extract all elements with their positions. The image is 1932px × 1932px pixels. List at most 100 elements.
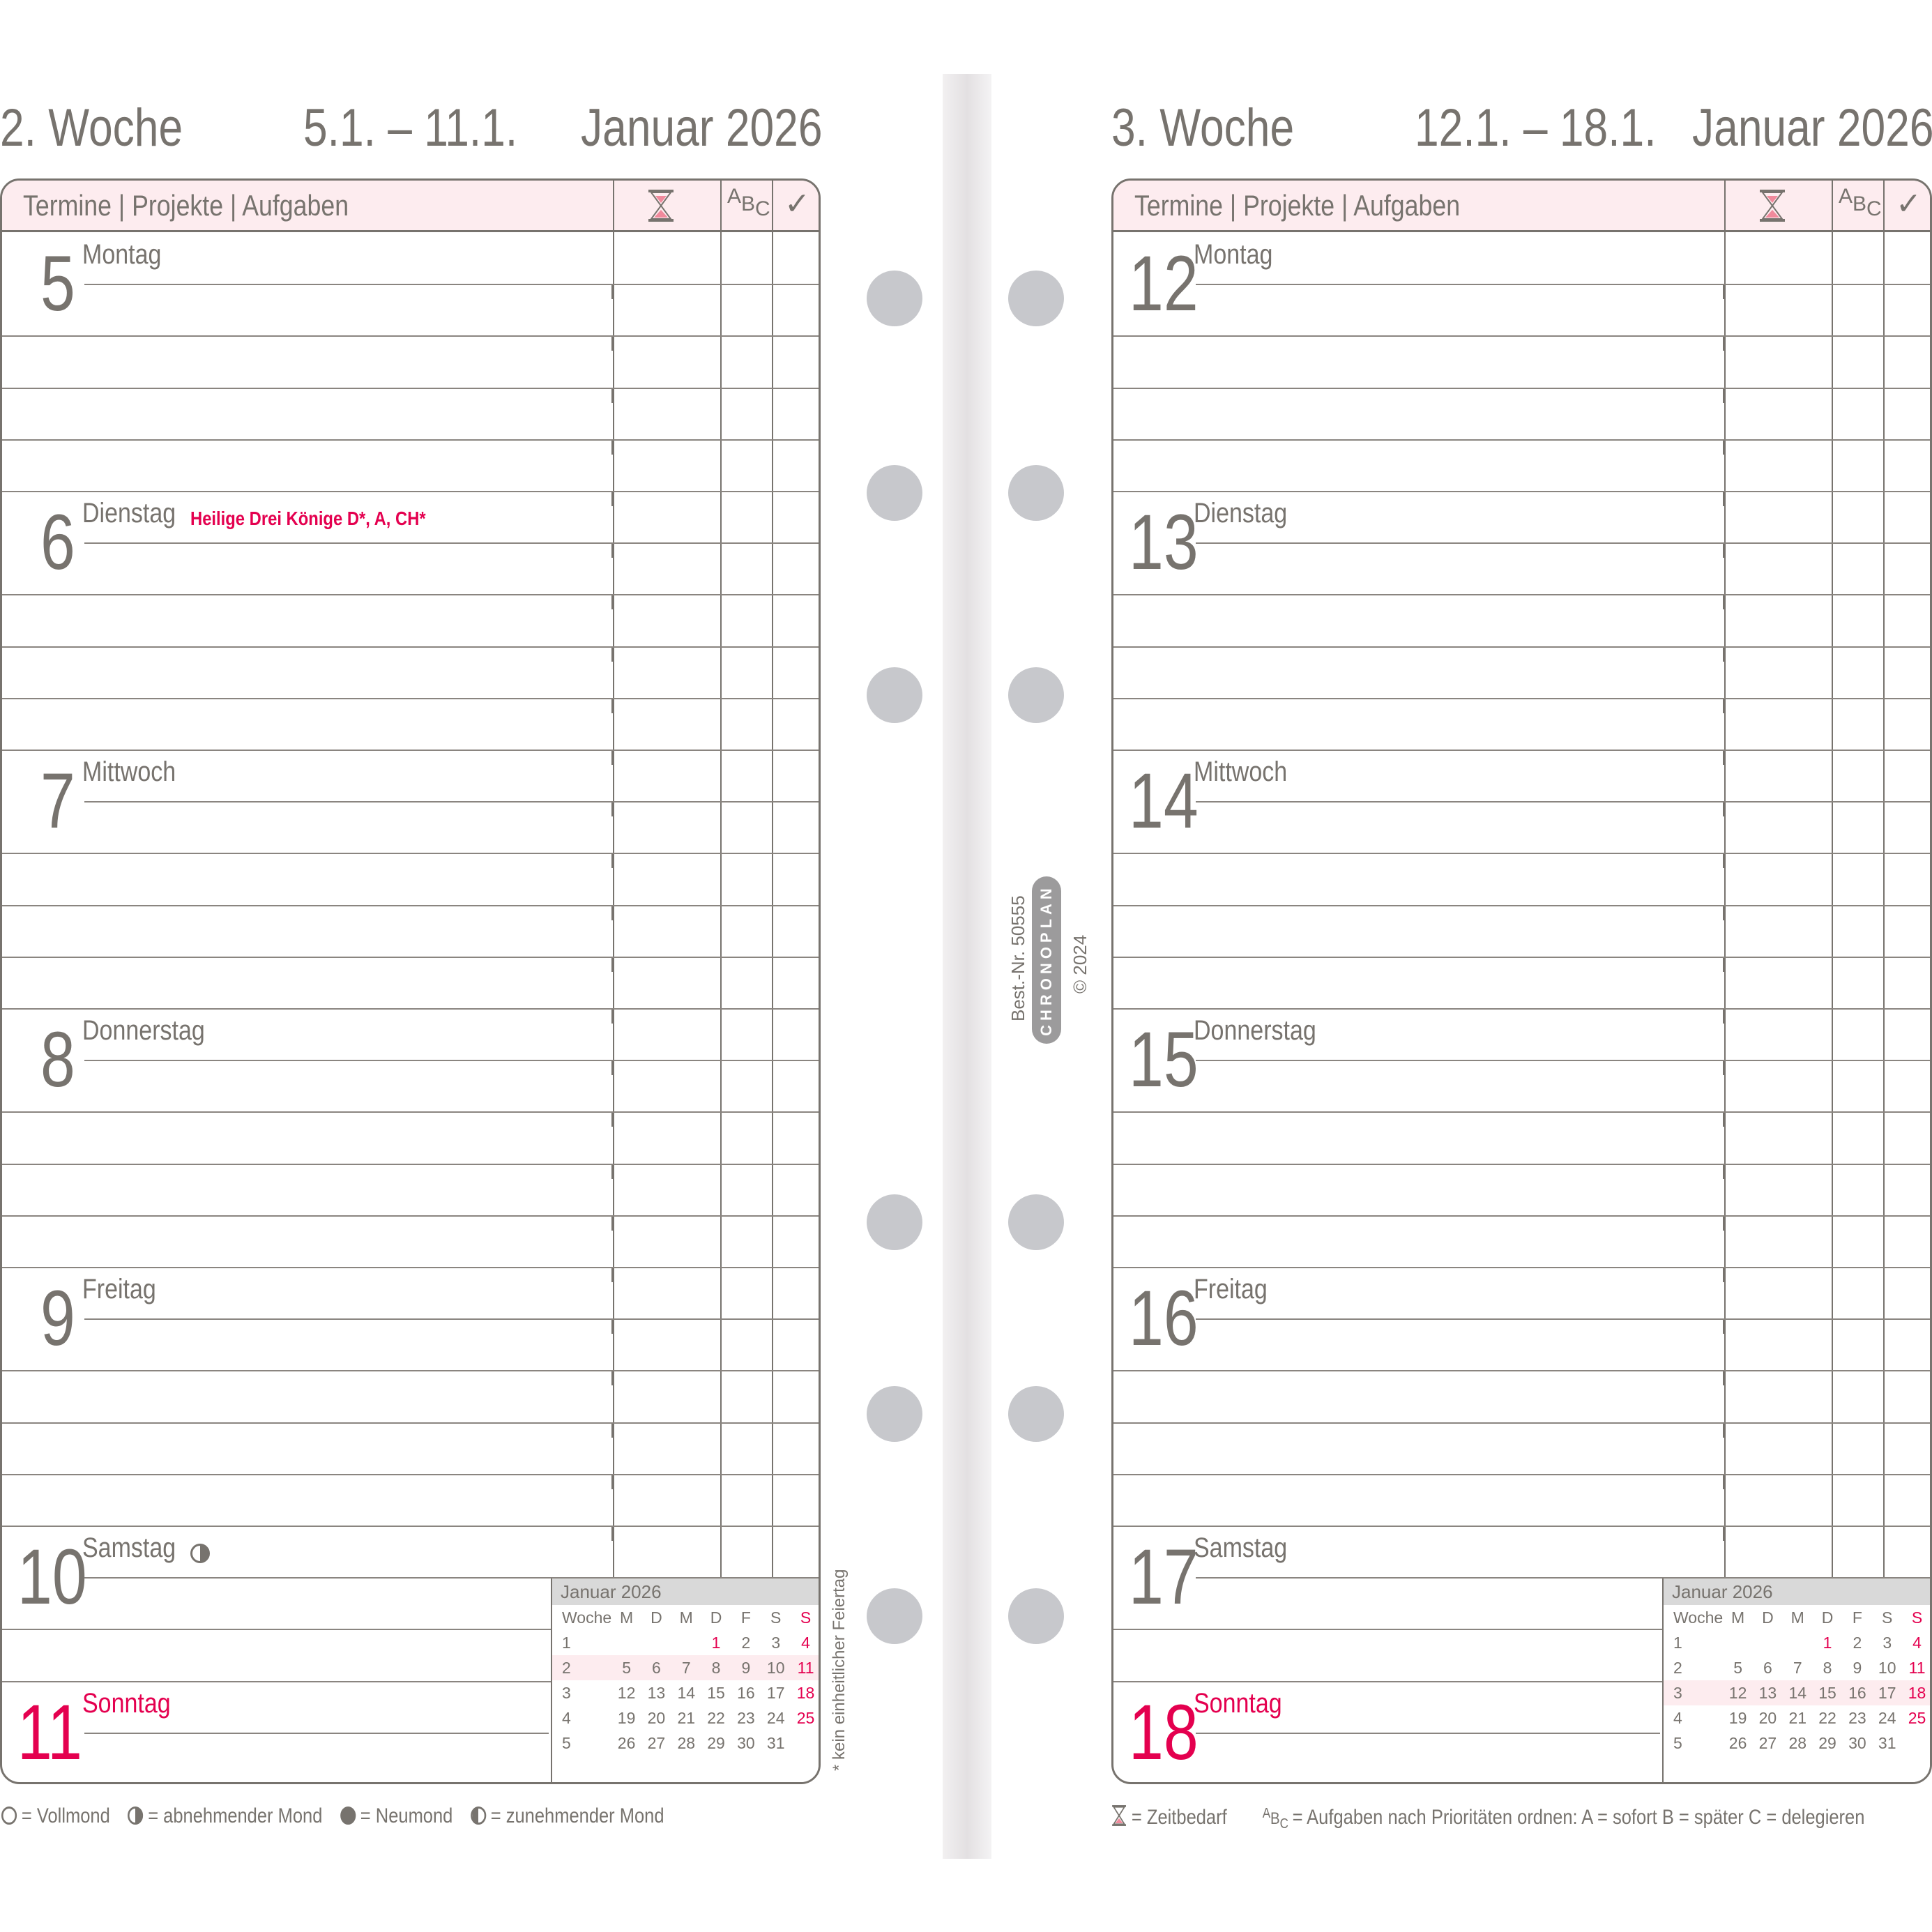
mini-calendar-head: Woche M D M D F S S: [552, 1605, 819, 1630]
time-tick: [611, 906, 613, 920]
abc-priority-icon: ABC: [727, 185, 770, 220]
punch-hole: [867, 667, 922, 723]
time-tick: [1723, 803, 1724, 817]
mini-calendar-day: 5: [1733, 1658, 1742, 1677]
ruled-line: [84, 1318, 819, 1321]
weekday-header: F: [1852, 1608, 1862, 1627]
mini-calendar-day: 6: [641, 1655, 671, 1680]
punch-hole: [867, 1386, 922, 1442]
mini-calendar-day: 21: [677, 1708, 696, 1727]
mini-calendar-day: [1723, 1630, 1753, 1655]
mini-calendar-day: 1: [1823, 1633, 1832, 1652]
ruled-line: [84, 1732, 549, 1734]
day-number: 16: [1129, 1275, 1199, 1362]
mini-calendar-head: Woche M D M D F S S: [1664, 1605, 1930, 1630]
mini-calendar-week: 1 1 2 3 4: [552, 1630, 819, 1655]
ruled-line: [1113, 904, 1930, 906]
moon-legend: = Vollmond = abnehmender Mond = Neumond = z…: [1, 1804, 664, 1828]
footnote: * kein einheitlicher Feiertag: [830, 1569, 849, 1772]
mini-calendar-day: 17: [1872, 1680, 1903, 1705]
mini-calendar-day: 16: [1842, 1680, 1873, 1705]
ruled-line: [2, 335, 819, 337]
checkmark-icon: ✓: [1896, 187, 1922, 221]
punch-hole: [1008, 271, 1064, 326]
mini-calendar-day: 9: [731, 1655, 761, 1680]
day-name: Mittwoch: [82, 756, 176, 787]
punch-hole: [1008, 465, 1064, 521]
time-tick: [611, 1527, 613, 1541]
mini-calendar-day: 3: [1664, 1680, 1724, 1705]
week-table: Termine | Projekte | Aufgaben ABC ✓ 12 Monta…: [1111, 178, 1932, 1784]
mini-calendar-day: 27: [647, 1733, 666, 1752]
mini-calendar-day: 29: [707, 1733, 725, 1752]
abc-priority-icon: ABC: [1839, 185, 1882, 220]
day-name: Montag: [1194, 239, 1273, 270]
mini-calendar-day: 26: [1728, 1733, 1747, 1752]
time-tick: [1723, 285, 1724, 300]
time-tick: [1723, 699, 1724, 713]
header-label: Termine | Projekte | Aufgaben: [1134, 189, 1461, 222]
weekday-header: D: [651, 1608, 662, 1627]
ruled-line: [1113, 1008, 1930, 1010]
brand-logo: CHRONOPLAN: [1032, 876, 1061, 1044]
column-divider: [720, 181, 722, 1579]
mini-calendar-day: [791, 1731, 819, 1756]
ruled-line: [1113, 1422, 1930, 1424]
weekday-header: D: [1762, 1608, 1774, 1627]
hourglass-icon: [1111, 1804, 1127, 1832]
mini-calendar-day: 25: [1908, 1708, 1926, 1727]
legend-text: = Neumond: [360, 1804, 453, 1827]
mini-calendar-day: 13: [1753, 1680, 1783, 1705]
ruled-line: [1113, 1473, 1930, 1475]
ruled-line: [84, 542, 819, 545]
day-number: 6: [40, 499, 75, 586]
mini-calendar-week: 2 5 6 7 8 9 10 11: [552, 1655, 819, 1680]
mini-calendar-day: 7: [1793, 1658, 1802, 1677]
ruled-line: [1196, 1577, 1930, 1579]
day-number: 13: [1129, 499, 1199, 586]
ruled-line: [84, 1060, 819, 1062]
mini-calendar-day: 23: [1848, 1708, 1866, 1727]
mini-calendar-day: 21: [1788, 1708, 1807, 1727]
mini-calendar-day: [1783, 1630, 1813, 1655]
legend-text: = Vollmond: [21, 1804, 110, 1827]
day-name: Dienstag: [82, 498, 176, 528]
punch-hole: [1008, 667, 1064, 723]
ruled-line: [1196, 542, 1930, 545]
mini-calendar-day: 28: [677, 1733, 696, 1752]
day-name: Donnerstag: [1194, 1015, 1316, 1046]
punch-hole: [1008, 1386, 1064, 1442]
day-number: 11: [17, 1688, 83, 1776]
day-name: Montag: [82, 239, 162, 270]
ruled-line: [1113, 335, 1930, 337]
day-number: 10: [17, 1533, 87, 1620]
mini-calendar-day: 24: [766, 1708, 785, 1727]
abc-priority-icon: ABC: [1262, 1806, 1288, 1832]
time-tick: [611, 1475, 613, 1489]
mini-calendar-day: 11: [1908, 1658, 1926, 1677]
mini-calendar-day: 17: [766, 1683, 785, 1702]
ruled-line: [84, 284, 819, 286]
ruled-line: [1113, 439, 1930, 441]
ruled-line: [1196, 801, 1930, 803]
checkmark-icon: ✓: [784, 187, 810, 221]
day-name: Freitag: [82, 1274, 156, 1305]
column-divider: [1832, 181, 1833, 1579]
mini-calendar-week: 2 5 6 7 8 9 10 11: [1664, 1655, 1930, 1680]
weekday-header: S: [800, 1608, 812, 1627]
date-range: 12.1. – 18.1.: [1415, 98, 1657, 158]
date-range: 5.1. – 11.1.: [303, 98, 518, 158]
ruled-line: [1113, 697, 1930, 699]
mini-calendar-day: 14: [677, 1683, 696, 1702]
waning-moon-icon: [128, 1807, 144, 1825]
mini-calendar-day: 7: [671, 1655, 701, 1680]
time-tick: [1723, 1216, 1724, 1231]
ruled-line: [1113, 1370, 1930, 1372]
mini-calendar-grid: Woche M D M D F S S 1 1 2 3 4 2 5 6 7 8 9 10 11 3 12 13 14 15 16 17…: [552, 1605, 819, 1756]
weekday-header: D: [710, 1608, 722, 1627]
mini-calendar-day: 3: [1882, 1633, 1892, 1652]
mini-calendar-day: [671, 1630, 701, 1655]
ruled-line: [2, 750, 819, 751]
mini-calendar-day: 8: [1823, 1658, 1832, 1677]
day-number: 12: [1129, 240, 1199, 327]
